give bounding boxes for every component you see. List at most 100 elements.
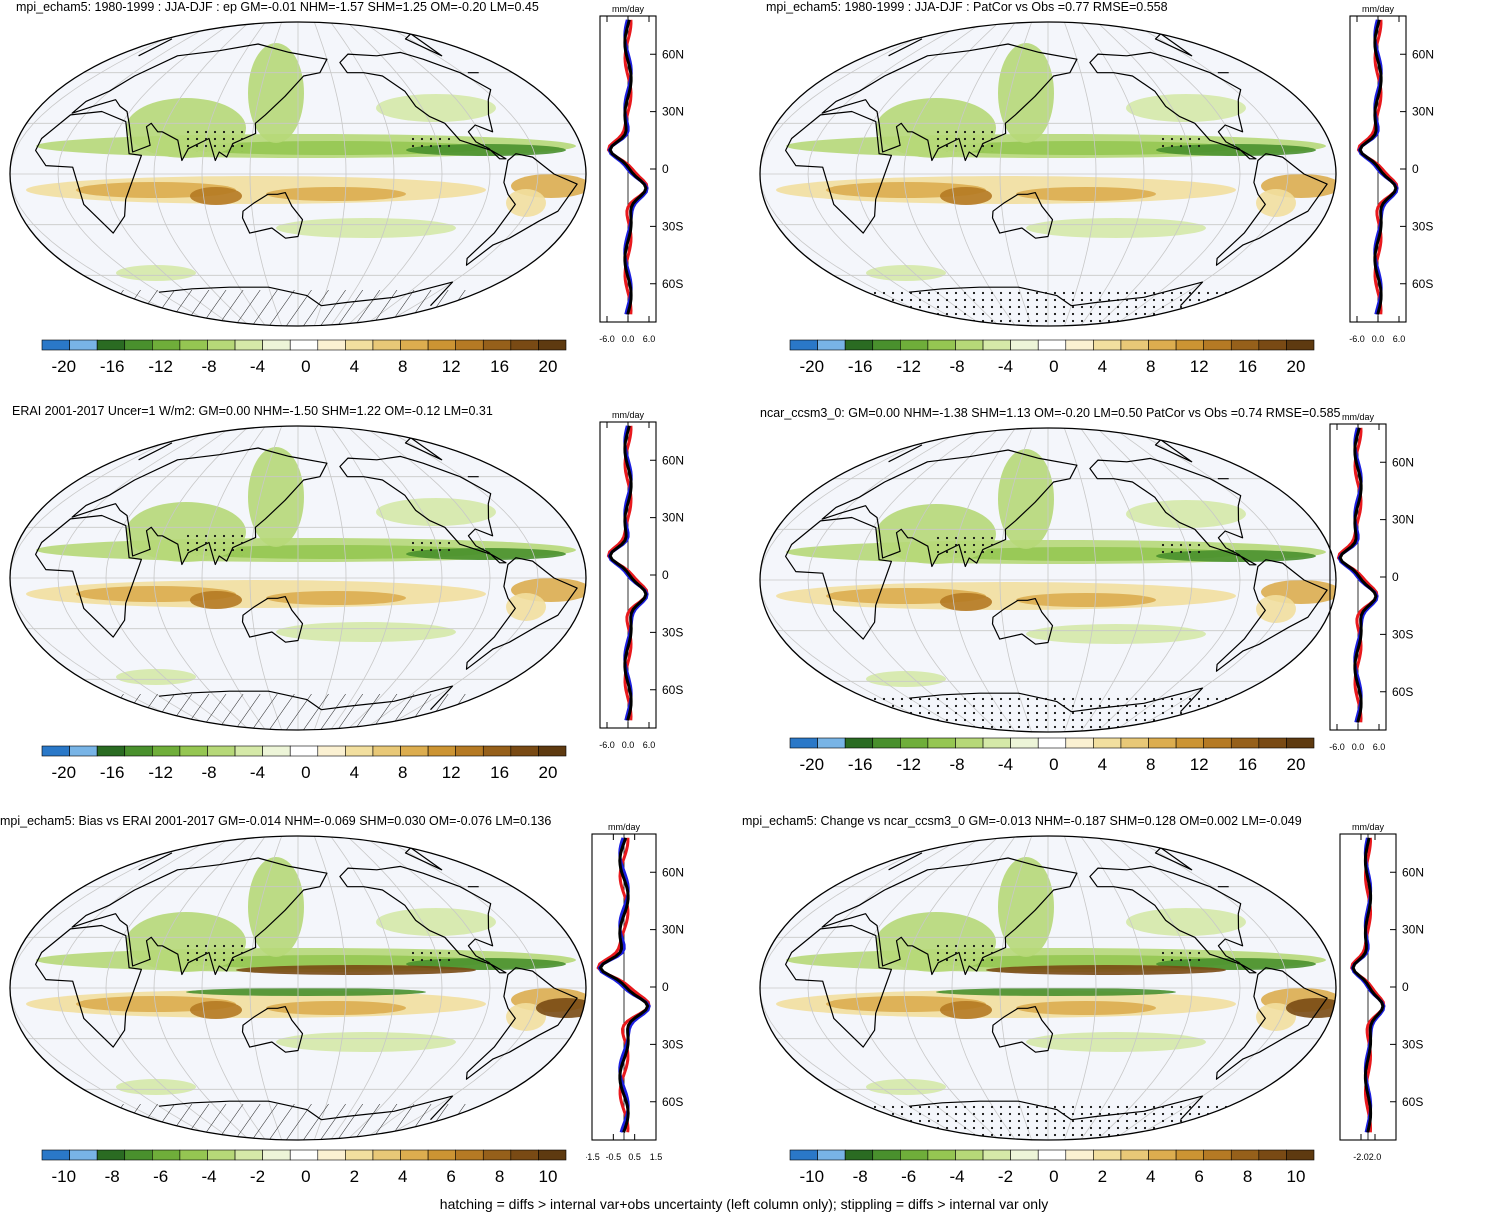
colorbar-label: 0 [1049,1167,1058,1186]
colorbar-swatch [1148,339,1177,351]
colorbar-swatch [69,339,98,351]
map-border [9,21,587,327]
precip-region [248,857,304,957]
colorbar-swatch [482,1149,512,1161]
colorbar-label: -20 [800,755,825,774]
colorbar-swatch [1148,737,1177,749]
colorbar-swatch [955,737,984,749]
longitude-line [379,22,539,326]
precip-region [986,965,1226,975]
colorbar-swatch [179,339,208,351]
stippling-region [1156,950,1206,964]
precip-region [186,988,426,996]
stippling-region [936,944,996,966]
longitude-line [951,836,1016,1140]
colorbar-swatch [1203,737,1232,749]
longitude-line [1112,428,1241,732]
zonal-mean-plot: mm/day 60N 30N 0 30S 60S -6.0 0.0 6.0 [1349,4,1434,344]
colorbar-swatch [1230,737,1260,749]
x-tick-label: 2.0 [1369,1152,1382,1162]
colorbar-swatch [372,745,401,757]
colorbar-swatch [872,737,901,749]
colorbar-swatch [289,339,319,351]
colorbar-swatch [1175,339,1204,351]
australia-outline [991,1006,1054,1053]
colorbar: -10 -8 -6 -4 -2 0 2 4 6 8 10 [41,1149,567,1186]
colorbar-swatch [207,745,236,757]
colorbar-swatch [179,1149,208,1161]
colorbar-label: -20 [52,357,77,376]
colorbar-swatch [927,737,956,749]
longitude-line [57,426,217,730]
africa-outline [35,924,142,1048]
colorbar-swatch [1203,1149,1232,1161]
colorbar-label: 12 [442,763,461,782]
lat-tick-label: 30S [1402,1037,1423,1051]
colorbar-swatch [207,1149,236,1161]
colorbar-label: 2 [350,1167,359,1186]
north-america-outline [339,865,507,974]
colorbar-swatch [41,1149,70,1161]
colorbar-label: 6 [1194,1167,1203,1186]
colorbar-swatch [427,1149,456,1161]
precip-region [940,187,992,205]
colorbar-swatch [1037,339,1067,351]
colorbar-label: -8 [105,1167,120,1186]
colorbar-swatch [1286,339,1315,351]
precip-region [1256,1003,1296,1031]
colorbar-label: -4 [949,1167,964,1186]
colorbar-swatch [262,1149,291,1161]
precip-region [1256,595,1296,623]
colorbar-swatch [124,745,153,757]
colorbar-label: -6 [153,1167,168,1186]
colorbar-swatch [1258,737,1287,749]
colorbar-label: 16 [490,357,509,376]
longitude-line [201,22,266,326]
colorbar-swatch [1258,339,1287,351]
longitude-line [999,428,1033,732]
zonal-unit-label: mm/day [612,410,645,420]
colorbar-label: 8 [1146,755,1155,774]
map-border [759,427,1337,733]
lat-tick-label: 60N [662,865,684,879]
longitude-line [1096,22,1193,326]
x-tick-label: -6.0 [599,334,615,344]
figure-caption: hatching = diffs > internal var+obs unce… [439,1196,1049,1212]
zonal-line-mean [598,837,650,1133]
colorbar-label: 0 [301,763,310,782]
zonal-line-mean [1358,19,1398,315]
map-border [759,21,1337,327]
longitude-line [362,836,491,1140]
longitude-line [249,426,283,730]
x-tick-label: 6.0 [643,740,656,750]
colorbar-label: -20 [800,357,825,376]
colorbar-swatch [1010,737,1039,749]
colorbar-swatch [1175,737,1204,749]
zonal-unit-label: mm/day [1352,822,1385,832]
colorbar-swatch [345,339,374,351]
precip-region [1026,624,1206,644]
colorbar-label: 8 [1243,1167,1252,1186]
colorbar-label: -2 [998,1167,1013,1186]
colorbar-swatch [982,737,1011,749]
colorbar-label: -4 [201,1167,216,1186]
colorbar-label: -8 [201,357,216,376]
lat-tick-label: 0 [1392,570,1399,584]
colorbar-label: -12 [896,357,921,376]
longitude-line [201,836,266,1140]
stippling-region [936,130,996,152]
colorbar-swatch [1093,1149,1122,1161]
stippling-region [1156,136,1206,150]
colorbar-label: -4 [998,357,1013,376]
precip-region [190,187,242,205]
longitude-line [903,836,1000,1140]
colorbar-label: 4 [398,1167,407,1186]
precip-region [1016,593,1156,607]
stippling-region [936,536,996,558]
map-border [9,425,587,731]
lat-tick-label: 30N [1402,923,1424,937]
precip-region [248,43,304,143]
precip-region [1026,1032,1206,1052]
precip-region [998,857,1054,957]
longitude-line [105,426,234,730]
